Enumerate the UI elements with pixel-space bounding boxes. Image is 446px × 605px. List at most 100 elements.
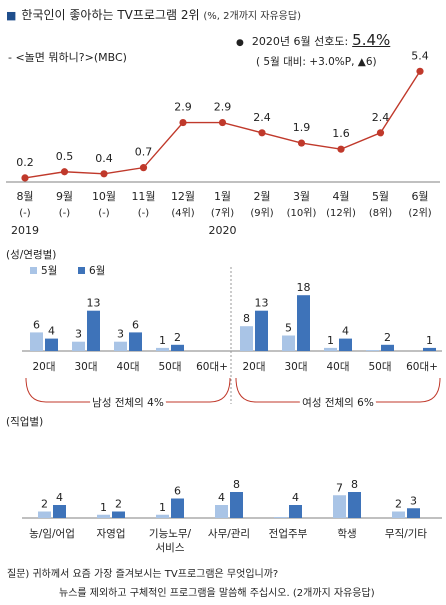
group-total-label: 남성 전체의 4% (92, 397, 164, 409)
trend-rank-label: (-) (98, 208, 110, 219)
bar-may (156, 347, 169, 351)
bar-value-label: 2 (174, 331, 181, 344)
bar-may (324, 347, 337, 351)
gender-age-section-title: (성/연령별) (6, 249, 56, 261)
bar-value-label: 4 (48, 325, 55, 338)
age-category-label: 50대 (368, 361, 391, 373)
bar-value-label: 3 (117, 328, 124, 341)
bar-june (87, 310, 100, 351)
bar-may (72, 341, 85, 351)
bar-may (156, 514, 169, 518)
bar-value-label: 5 (285, 322, 292, 335)
trend-rank-label: (7위) (211, 206, 234, 219)
summary-value: 5.4% (352, 31, 391, 49)
occupation-category-label: 기능노무/ (149, 528, 192, 540)
bar-value-label: 2 (395, 498, 402, 511)
bar-value-label: 2 (115, 498, 122, 511)
trend-month-label: 5월 (372, 190, 389, 203)
trend-point (60, 168, 69, 176)
bar-june (112, 511, 125, 518)
group-total-label: 여성 전체의 6% (302, 397, 374, 409)
group-bracket (235, 377, 441, 403)
title-text: 한국인이 좋아하는 TV프로그램 2위 (21, 8, 200, 22)
bar-value-label: 7 (336, 481, 343, 494)
age-category-label: 30대 (74, 361, 97, 373)
group-bracket (25, 377, 231, 403)
bar-may (274, 517, 287, 518)
bar-june (381, 344, 394, 351)
occupation-category-label: 전업주부 (269, 527, 308, 540)
bar-june (339, 338, 352, 351)
bar-may (282, 335, 295, 351)
bar-value-label: 6 (174, 485, 181, 498)
trend-month-label: 11월 (131, 190, 155, 203)
trend-point (337, 145, 345, 153)
bar-value-label: 1 (100, 501, 107, 514)
trend-rank-label: (12위) (326, 206, 356, 219)
bar-value-label: 13 (87, 297, 101, 310)
bar-may (333, 495, 346, 518)
summary-label: 2020년 6월 선호도: (251, 35, 349, 48)
bar-june (407, 508, 420, 518)
trend-point (179, 118, 187, 127)
trend-point (376, 129, 385, 137)
bar-value-label: 4 (342, 325, 349, 338)
bar-value-label: 4 (56, 491, 63, 504)
trend-rank-label: (-) (138, 208, 150, 219)
question-line-1: 질문) 귀하께서 요즘 가장 즐겨보시는 TV프로그램은 무엇입니까? (7, 569, 279, 580)
bar-june (348, 492, 361, 518)
bar-value-label: 4 (292, 491, 299, 504)
bar-value-label: 6 (132, 318, 139, 331)
bar-june (423, 347, 436, 351)
bar-may (392, 511, 405, 518)
trend-value-label: 0.4 (95, 152, 113, 165)
square-bullet-icon: ■ (6, 9, 17, 22)
bar-value-label: 3 (410, 494, 417, 507)
occupation-category-label: 서비스 (156, 542, 185, 554)
trend-month-label: 2월 (253, 190, 270, 203)
program-subtitle: - <놀면 뭐하니?>(MBC) (8, 51, 127, 64)
occupation-section-title: (직업별) (6, 415, 43, 428)
trend-point (139, 164, 148, 172)
trend-value-label: 2.9 (174, 101, 192, 114)
bar-value-label: 1 (159, 501, 166, 514)
bar-value-label: 18 (297, 281, 311, 294)
bar-value-label: 6 (33, 318, 40, 331)
trend-rank-label: (4위) (171, 206, 194, 219)
trend-point (297, 139, 306, 147)
legend-june-label: 6월 (89, 265, 105, 277)
bar-may (215, 505, 228, 518)
trend-point (218, 118, 227, 127)
age-category-label: 20대 (32, 361, 55, 373)
trend-rank-label: (9위) (250, 206, 273, 219)
trend-value-label: 1.6 (332, 127, 350, 140)
age-category-label: 60대+ (406, 361, 438, 373)
bar-june (230, 492, 243, 518)
trend-value-label: 2.9 (214, 101, 232, 114)
bar-june (171, 498, 184, 518)
trend-month-label: 10월 (92, 190, 116, 203)
legend-may-swatch (30, 267, 37, 274)
trend-month-label: 12월 (171, 190, 195, 203)
bar-value-label: 1 (426, 334, 433, 347)
age-category-label: 60대+ (196, 361, 228, 373)
trend-point (258, 129, 266, 137)
trend-rank-label: (10위) (287, 206, 317, 219)
bar-june (297, 295, 310, 351)
bar-value-label: 1 (327, 334, 334, 347)
occupation-category-label: 무직/기타 (385, 528, 428, 540)
bar-june (53, 505, 66, 518)
trend-year-label: 2019 (11, 224, 39, 237)
occupation-category-label: 농/임/어업 (29, 527, 75, 540)
trend-value-label: 5.4 (411, 49, 429, 62)
trend-rank-label: (-) (59, 208, 71, 219)
trend-value-label: 1.9 (293, 121, 311, 134)
bar-value-label: 2 (41, 498, 48, 511)
legend-may-label: 5월 (41, 265, 57, 277)
trend-month-label: 1월 (214, 190, 231, 203)
bar-value-label: 13 (255, 297, 269, 310)
trend-value-label: 0.2 (16, 156, 34, 169)
trend-value-label: 2.4 (253, 111, 271, 124)
bar-value-label: 8 (243, 312, 250, 325)
